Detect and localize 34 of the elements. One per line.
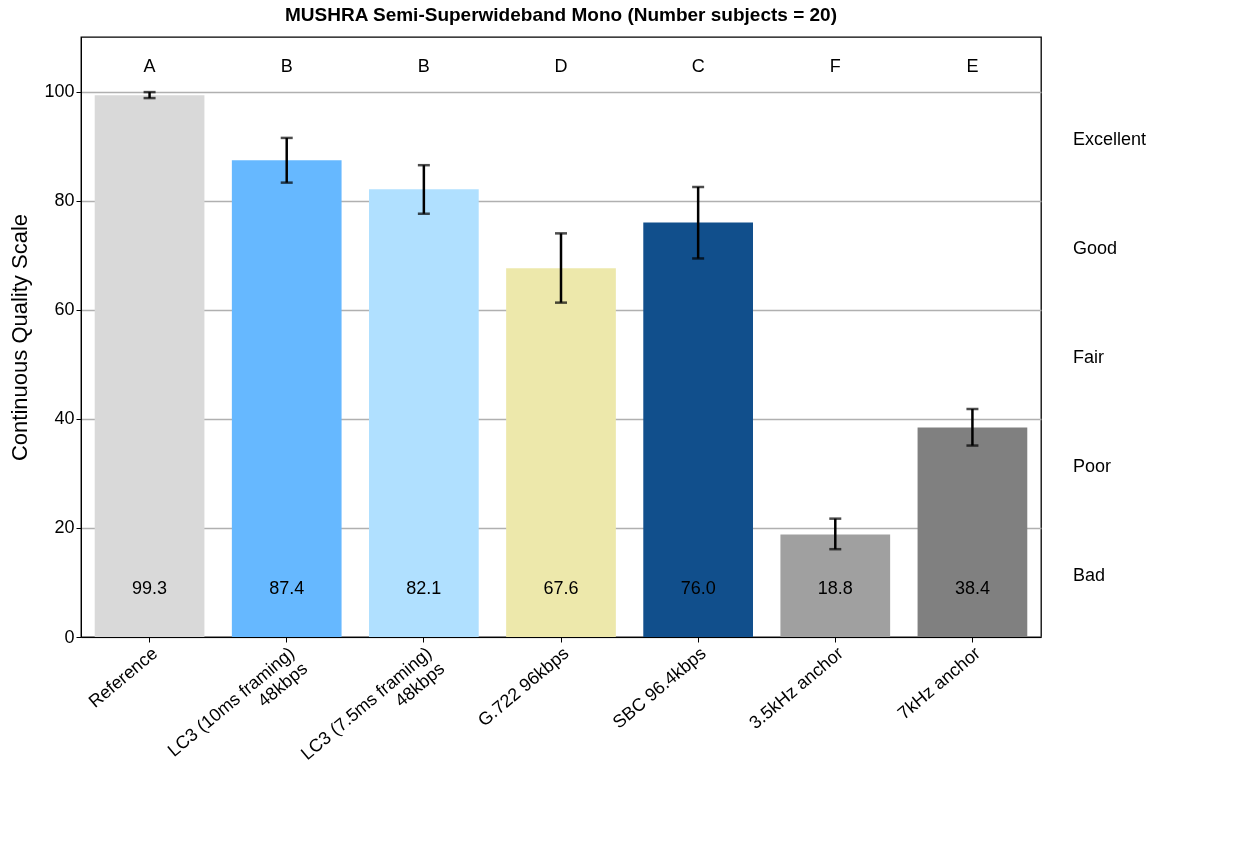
data-label: 82.1 — [406, 578, 442, 598]
data-label: 76.0 — [680, 578, 716, 598]
y-tick-label: 80 — [54, 190, 75, 211]
text: Fair — [1073, 346, 1104, 367]
bar — [94, 95, 205, 637]
annotation: D — [554, 56, 568, 76]
bar — [780, 534, 891, 637]
y-tick-label: 60 — [54, 299, 75, 320]
y-axis-title: Continuous Quality Scale — [7, 213, 33, 462]
bar — [917, 427, 1028, 637]
data-label: 99.3 — [132, 578, 168, 598]
y-tick-label: 0 — [64, 626, 75, 647]
text: Poor — [1073, 455, 1112, 476]
annotation: F — [829, 56, 841, 76]
text: Bad — [1073, 564, 1106, 585]
bar — [231, 160, 342, 637]
data-label: 67.6 — [543, 578, 579, 598]
annotation: B — [280, 56, 293, 76]
bar — [643, 222, 753, 637]
y-tick-label: 100 — [44, 81, 75, 102]
data-label: 87.4 — [269, 578, 305, 598]
bar — [369, 189, 479, 637]
annotation: E — [966, 56, 979, 76]
data-label: 18.8 — [817, 578, 853, 598]
text: Good — [1073, 237, 1118, 258]
y-tick-label: 40 — [54, 408, 75, 429]
y-tick-label: 20 — [54, 517, 75, 538]
text: Excellent — [1073, 128, 1147, 149]
chart-title: MUSHRA Semi-Superwideband Mono (Number subjects = 20) — [285, 4, 837, 25]
annotation: B — [417, 56, 430, 76]
data-label: 38.4 — [954, 578, 990, 598]
annotation: C — [691, 56, 705, 76]
annotation: A — [143, 56, 156, 76]
bar — [506, 268, 616, 637]
